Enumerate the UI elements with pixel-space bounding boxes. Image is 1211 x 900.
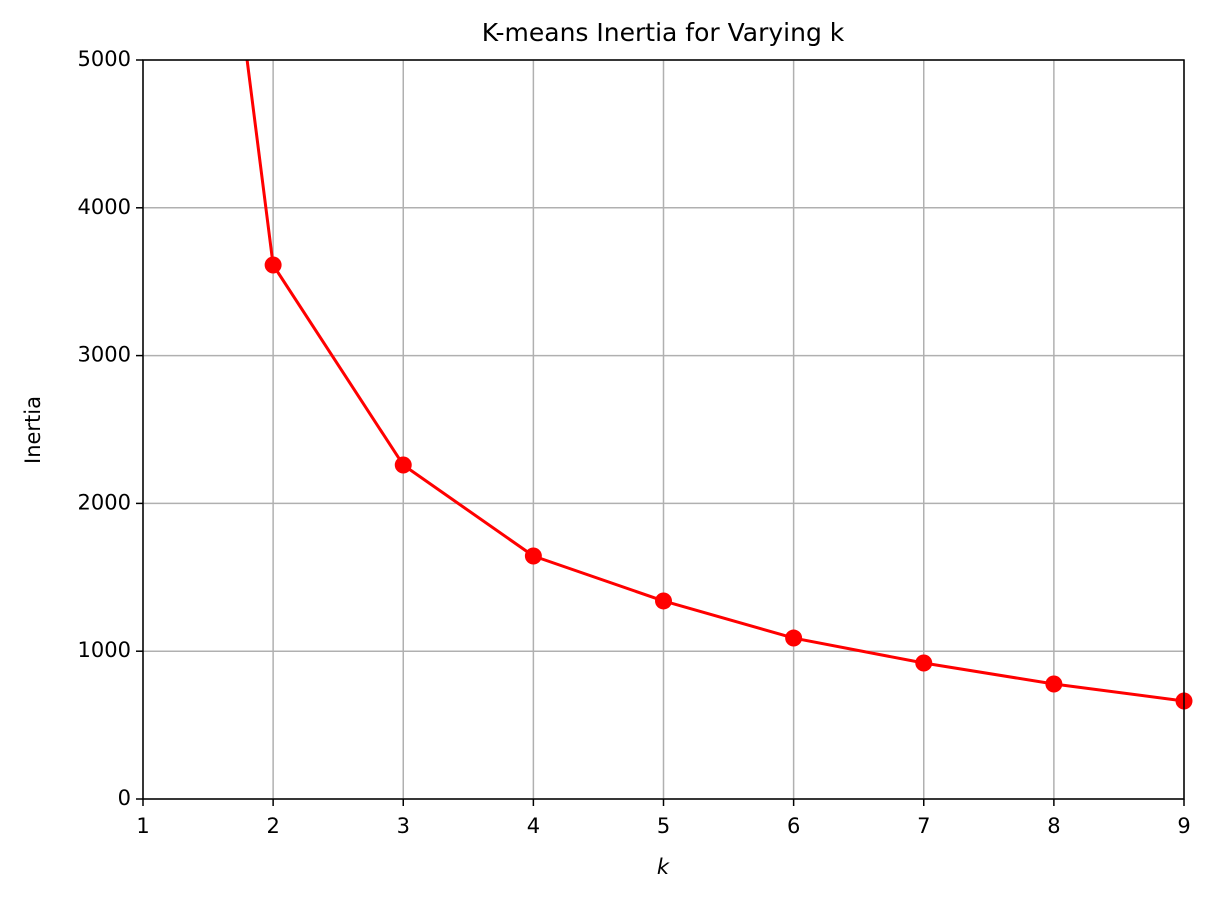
x-tick-label: 8	[1047, 814, 1060, 838]
x-tick-label: 7	[917, 814, 930, 838]
x-tick-label: 4	[527, 814, 540, 838]
data-point	[915, 654, 933, 672]
data-point	[524, 547, 542, 565]
x-tick-label: 2	[266, 814, 279, 838]
x-tick-label: 9	[1177, 814, 1190, 838]
data-point	[785, 629, 803, 647]
x-tick-label: 1	[136, 814, 149, 838]
y-tick-label: 5000	[78, 47, 131, 71]
y-tick-label: 4000	[78, 195, 131, 219]
data-point	[394, 456, 412, 474]
x-tick-label: 6	[787, 814, 800, 838]
data-point	[264, 256, 282, 274]
x-tick-label: 5	[657, 814, 670, 838]
grid	[142, 59, 1185, 800]
data-point	[1045, 675, 1063, 693]
x-tick-label: 3	[397, 814, 410, 838]
y-tick-label: 2000	[78, 490, 131, 514]
y-axis-label: Inertia	[21, 396, 45, 464]
data-point	[655, 592, 672, 610]
y-tick-label: 0	[118, 786, 131, 810]
data	[245, 60, 1193, 710]
x-axis-label: k	[657, 855, 670, 879]
y-tick-label: 1000	[78, 638, 131, 662]
chart-title: K-means Inertia for Varying k	[482, 18, 845, 47]
y-tick-label: 3000	[78, 343, 131, 367]
